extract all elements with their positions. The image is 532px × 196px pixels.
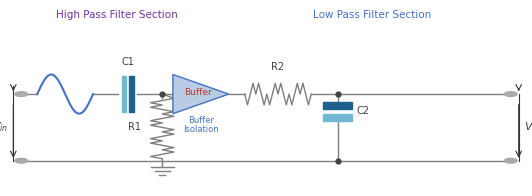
Circle shape — [15, 158, 28, 163]
Text: $V_{in}$: $V_{in}$ — [0, 121, 8, 134]
Circle shape — [15, 92, 28, 96]
Text: Buffer: Buffer — [184, 88, 212, 97]
Bar — [122, 76, 126, 112]
Text: Low Pass Filter Section: Low Pass Filter Section — [313, 10, 431, 20]
Text: C1: C1 — [121, 57, 134, 67]
Text: R1: R1 — [128, 122, 141, 132]
Text: C2: C2 — [356, 106, 369, 116]
Bar — [323, 114, 353, 121]
Text: High Pass Filter Section: High Pass Filter Section — [56, 10, 178, 20]
Bar — [129, 76, 134, 112]
Text: Buffer: Buffer — [188, 116, 214, 125]
Circle shape — [504, 92, 517, 96]
Circle shape — [504, 158, 517, 163]
Bar — [323, 102, 353, 109]
Text: Isolation: Isolation — [183, 125, 219, 134]
Text: R2: R2 — [271, 62, 285, 72]
Text: $V_{out}$: $V_{out}$ — [524, 121, 532, 134]
Polygon shape — [173, 74, 229, 114]
